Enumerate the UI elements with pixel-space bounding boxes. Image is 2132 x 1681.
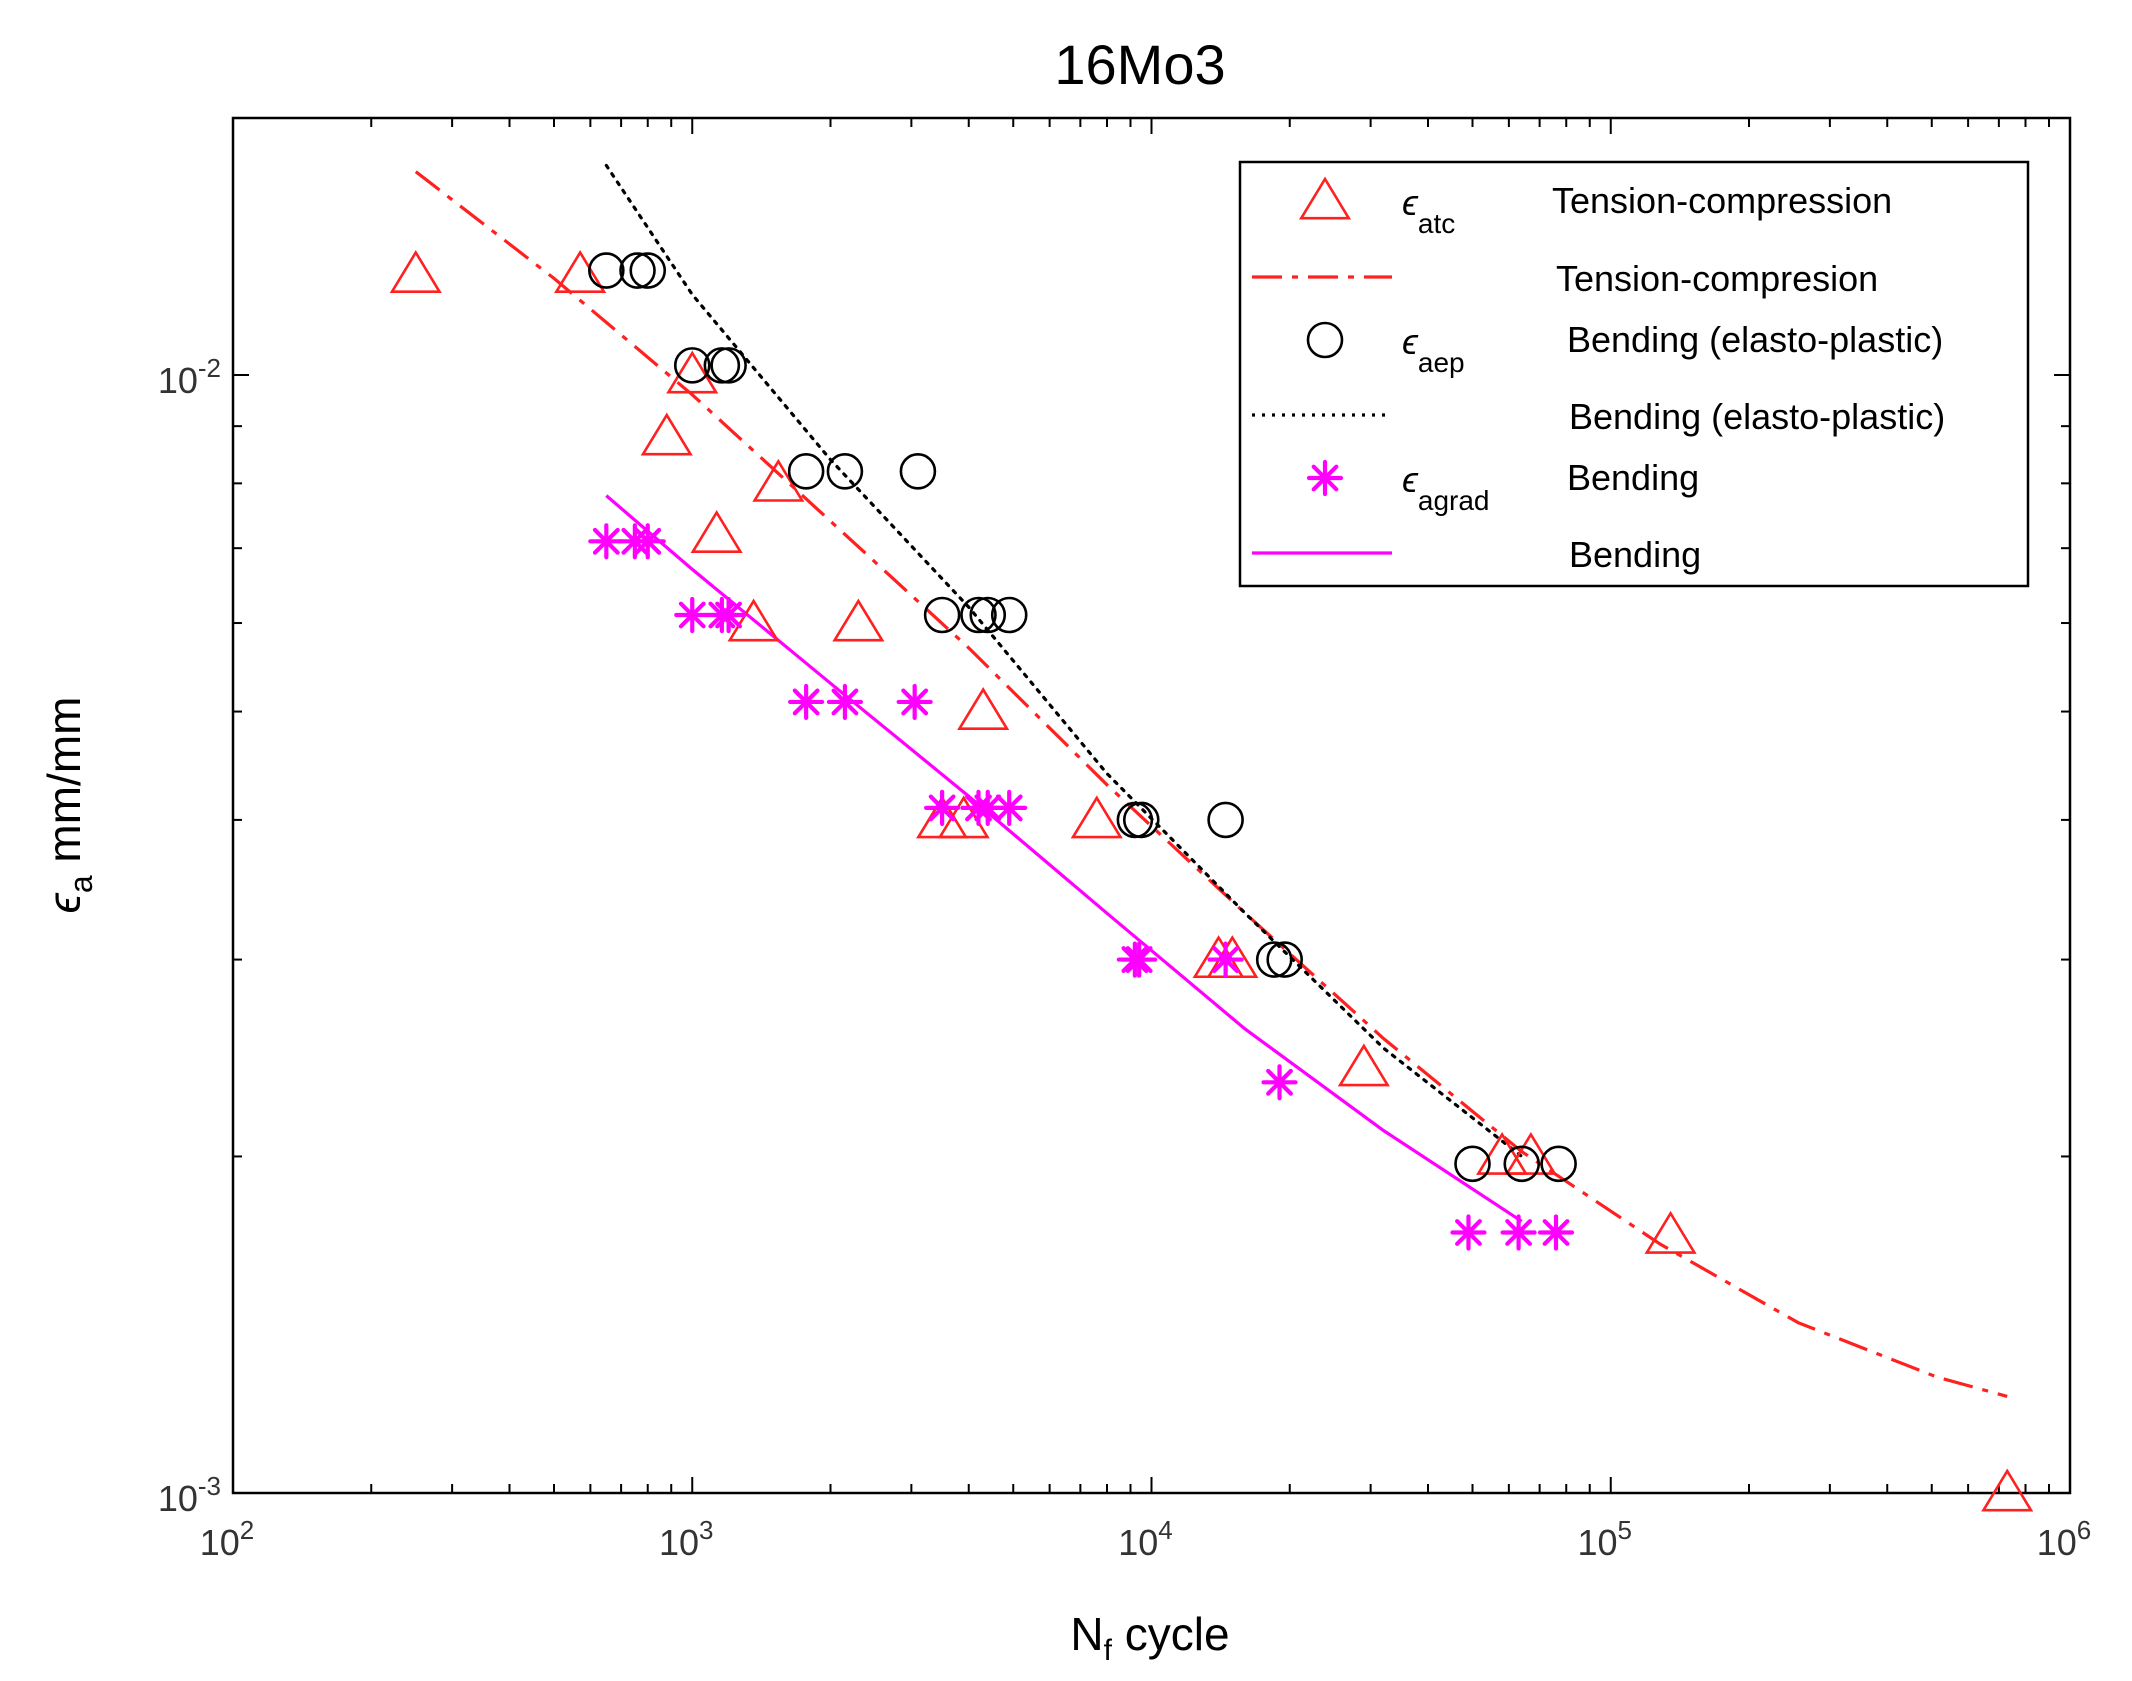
legend-label: Bending (1567, 457, 1699, 498)
data-point-triangle (1070, 795, 1123, 839)
data-point-triangle (832, 598, 885, 642)
data-point-triangle (1337, 1043, 1390, 1087)
x-tick-label: 103 (659, 1515, 714, 1563)
data-point-asterisk (1450, 1214, 1487, 1251)
y-tick-label: 10-2 (158, 353, 221, 401)
legend-label: Bending (elasto-plastic) (1569, 396, 1945, 437)
data-point-triangle (1981, 1468, 2034, 1512)
y-axis-label: ϵa mm/mm (38, 697, 99, 914)
data-point-circle (673, 347, 711, 384)
data-point-asterisk (1121, 941, 1158, 978)
data-point-triangle (690, 509, 743, 553)
data-point-triangle (1476, 1131, 1529, 1175)
legend-label: Bending (1569, 534, 1701, 575)
data-point-circle (619, 252, 656, 289)
data-point-triangle (1504, 1131, 1557, 1175)
data-point-circle (990, 596, 1028, 634)
legend-symbol: ϵagrad (1402, 459, 1490, 516)
data-point-asterisk (1500, 1214, 1537, 1251)
x-tick-label: 105 (1577, 1515, 1632, 1563)
data-point-asterisk (588, 523, 625, 560)
data-point-circle (1266, 941, 1303, 978)
data-point-triangle (389, 249, 442, 293)
legend-label: Tension-compresion (1556, 258, 1878, 299)
series-line-1 (414, 170, 2008, 1398)
data-point-asterisk (788, 683, 825, 721)
series-line-3 (604, 163, 1524, 1158)
data-point-triangle (752, 458, 805, 502)
chart-title: 16Mo3 (1054, 33, 1225, 96)
legend-box (1238, 160, 2030, 588)
data-point-asterisk (674, 596, 711, 634)
series-lines (414, 163, 2008, 1398)
x-tick-label: 102 (200, 1515, 255, 1563)
legend-marker-sample (1298, 176, 1352, 220)
x-axis-label: Nf cycle (1070, 1608, 1229, 1667)
data-point-circle (787, 453, 825, 490)
data-point-triangle (727, 598, 780, 642)
data-point-circle (588, 252, 625, 289)
data-point-asterisk (710, 596, 747, 634)
data-point-triangle (666, 350, 719, 394)
data-point-asterisk (1207, 941, 1244, 978)
y-tick-label: 10-3 (158, 1471, 221, 1519)
data-point-asterisk (924, 789, 961, 827)
data-point-circle (1255, 941, 1293, 978)
data-point-triangle (957, 687, 1010, 731)
data-point-triangle (1644, 1210, 1697, 1254)
data-point-triangle (640, 412, 693, 456)
data-point-asterisk (896, 683, 933, 721)
data-point-asterisk (991, 789, 1028, 827)
data-point-circle (1540, 1145, 1577, 1183)
x-tick-label: 106 (2037, 1515, 2092, 1563)
data-point-asterisk (629, 523, 666, 560)
data-point-circle (710, 347, 747, 384)
data-point-circle (1207, 801, 1244, 839)
legend: ϵatc Tension-compression Tension-compresio… (1238, 160, 2030, 588)
legend-label: Bending (elasto-plastic) (1567, 319, 1943, 360)
series-line-5 (605, 494, 1523, 1223)
data-point-circle (1454, 1145, 1491, 1183)
data-point-circle (899, 453, 937, 490)
legend-marker-sample (1306, 321, 1344, 359)
data-point-circle (826, 453, 864, 490)
data-point-circle (923, 596, 961, 634)
tick-labels: 102 103 104 105 106 10-3 10-2 (158, 353, 2091, 1563)
data-point-circle (1122, 801, 1160, 839)
series-markers (389, 249, 2034, 1512)
legend-symbol: ϵatc (1402, 182, 1455, 239)
legend-symbol: ϵaep (1402, 321, 1465, 378)
legend-marker-sample (1306, 459, 1344, 497)
data-point-circle (629, 252, 667, 289)
axis-ticks (232, 118, 2071, 1494)
data-point-asterisk (1537, 1214, 1575, 1251)
data-point-circle (1503, 1145, 1541, 1183)
data-point-circle (960, 596, 997, 634)
data-point-circle (969, 596, 1007, 634)
data-point-triangle (554, 249, 607, 293)
legend-label: Tension-compression (1552, 180, 1892, 221)
data-point-asterisk (826, 683, 864, 721)
data-point-asterisk (1261, 1064, 1298, 1101)
x-tick-label: 104 (1118, 1515, 1173, 1563)
